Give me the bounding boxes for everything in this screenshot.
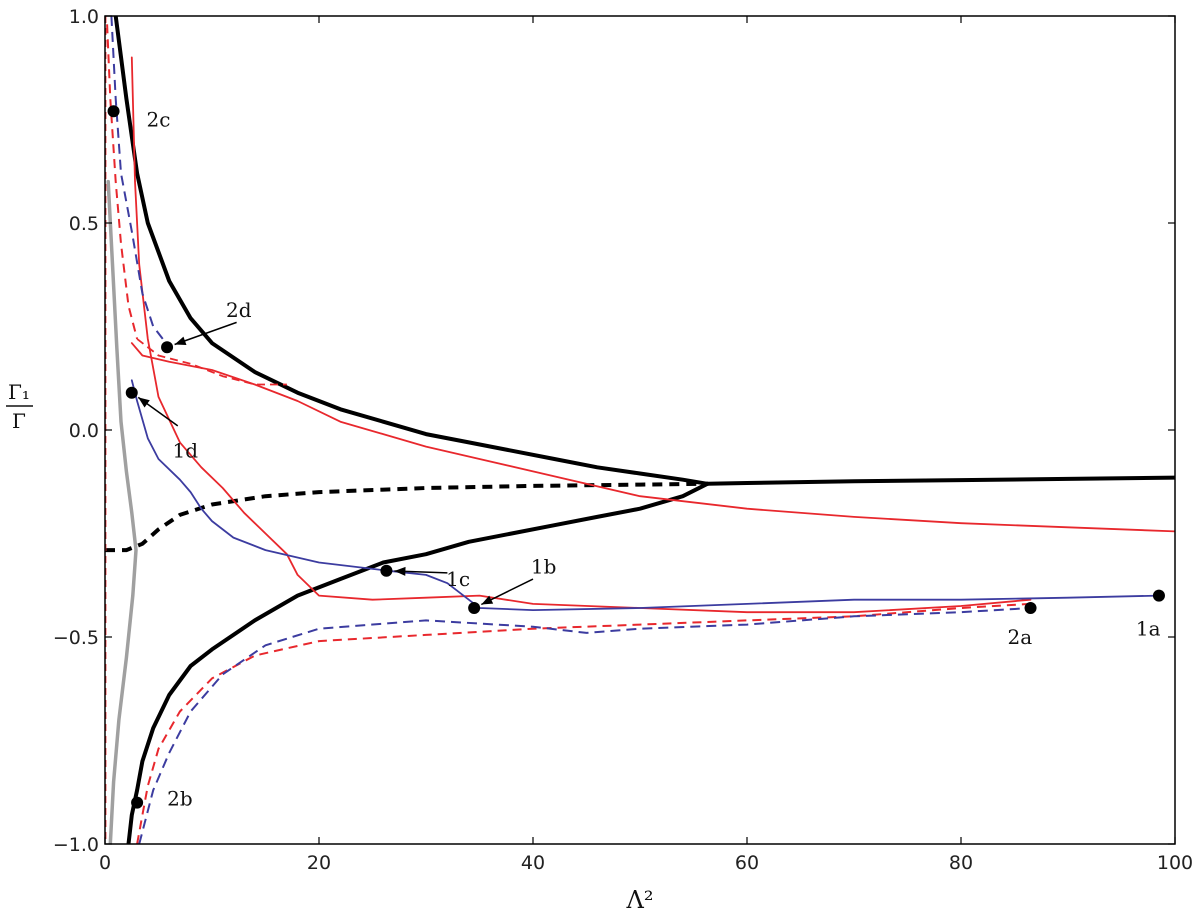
series-gray-curve	[106, 179, 138, 844]
y-tick-label: 0.5	[69, 213, 99, 235]
y-axis-label-denominator: Γ	[12, 409, 26, 433]
point-2d	[161, 341, 174, 354]
plot-frame	[104, 15, 1176, 845]
x-tick-label: 0	[99, 852, 111, 874]
annotation-label-2d: 2d	[226, 298, 252, 322]
annotation-arrowhead-1c	[394, 566, 406, 576]
point-2c	[107, 105, 120, 118]
x-tick-label: 40	[521, 852, 545, 874]
point-2a	[1024, 602, 1037, 615]
point-1a	[1152, 589, 1165, 602]
series-red-dashed-short	[136, 338, 287, 386]
annotation-label-2c: 2c	[147, 108, 171, 132]
y-tick-label: 0.0	[69, 420, 99, 442]
series-right-branch	[705, 475, 1175, 486]
annotation-label-2b: 2b	[167, 786, 193, 810]
x-tick-label: 80	[949, 852, 973, 874]
series-red-solid-steep	[130, 56, 1032, 614]
series-dashed-branch	[105, 481, 708, 553]
marker-layer	[107, 105, 1165, 809]
y-tick-label: −0.5	[53, 627, 99, 649]
series-layer	[105, 16, 1175, 844]
annotation-arrowhead-2d	[174, 336, 187, 346]
series-red-dashed-left	[106, 24, 139, 340]
annotation-arrowhead-1b	[481, 595, 494, 605]
x-tick-label: 60	[735, 852, 759, 874]
annotation-label-2a: 2a	[1008, 625, 1033, 649]
annotation-label-1c: 1c	[446, 567, 470, 591]
annotation-arrowhead-1d	[138, 397, 150, 408]
point-1c	[380, 564, 393, 577]
y-axis-label-numerator: Γ₁	[8, 380, 30, 404]
annotation-label-1d: 1d	[172, 439, 198, 463]
annotation-label-1a: 1a	[1136, 617, 1161, 641]
x-axis-label: Λ²	[626, 886, 654, 914]
annotation-arrows	[137, 321, 534, 606]
point-1d	[125, 386, 138, 399]
series-blue-dashed-upper	[110, 16, 170, 348]
annotation-labels: 1a 1b 1c 1d 2a 2b 2c 2d	[147, 108, 1161, 811]
series-lower-boundary	[126, 481, 710, 844]
point-2b	[131, 796, 144, 809]
y-tick-label: 1.0	[69, 6, 99, 28]
series-red-dashed-lower	[136, 602, 1031, 844]
x-tick-label: 100	[1157, 852, 1193, 874]
series-upper-boundary	[113, 16, 710, 486]
x-tick-label: 20	[307, 852, 331, 874]
annotation-label-1b: 1b	[531, 555, 557, 579]
y-axis-label: Γ₁ Γ	[6, 380, 33, 433]
axis-ticks: 0 20 40 60 80 100 −1.0 −0.5 0.0 0.5 1.0	[53, 6, 1193, 874]
series-blue-dashed-lower	[138, 607, 1031, 844]
y-tick-label: −1.0	[53, 834, 99, 856]
point-1b	[468, 602, 481, 615]
